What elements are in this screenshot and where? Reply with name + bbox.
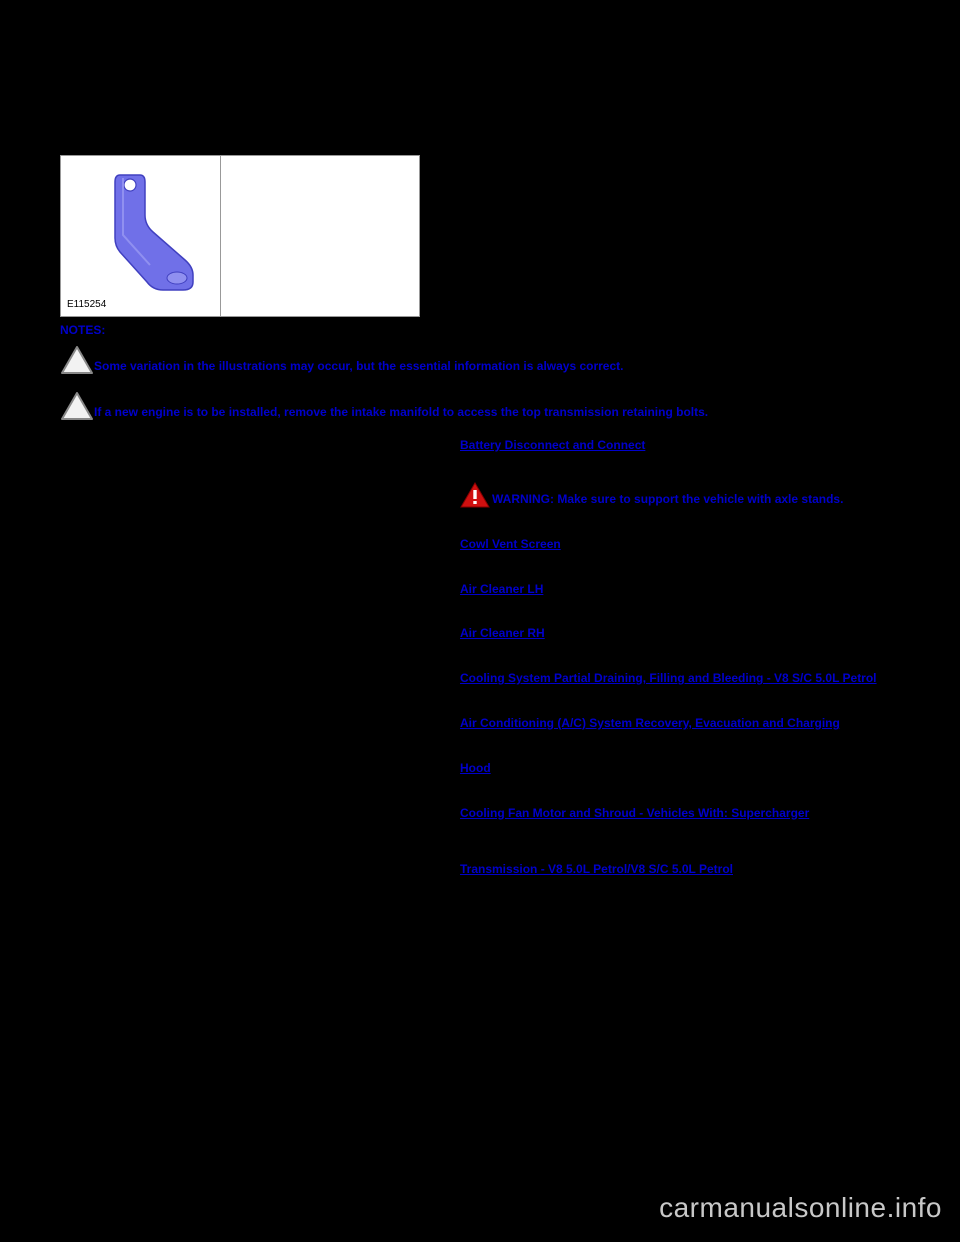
step-item: Air Cleaner LH [460, 581, 900, 598]
watermark-text: carmanualsonline.info [659, 1192, 942, 1224]
reference-link[interactable]: Cooling System Partial Draining, Filling… [460, 671, 877, 685]
reference-link[interactable]: Air Cleaner LH [460, 582, 543, 596]
step-item: Air Conditioning (A/C) System Recovery, … [460, 715, 900, 732]
tool-image-cell: E115254 [61, 156, 221, 316]
step-item: Air Cleaner RH [460, 625, 900, 642]
tool-bracket-illustration [65, 160, 215, 310]
step-item: Battery Disconnect and Connect [460, 437, 900, 454]
reference-link[interactable]: Battery Disconnect and Connect [460, 438, 645, 452]
reference-link[interactable]: Cooling Fan Motor and Shroud - Vehicles … [460, 806, 809, 820]
note-item: Some variation in the illustrations may … [60, 345, 900, 375]
reference-link[interactable]: Transmission - V8 5.0L Petrol/V8 S/C 5.0… [460, 862, 733, 876]
note-text: Some variation in the illustrations may … [94, 358, 623, 375]
reference-link[interactable]: Cowl Vent Screen [460, 537, 561, 551]
reference-link[interactable]: Hood [460, 761, 491, 775]
step-item: Cowl Vent Screen [460, 536, 900, 553]
tool-description-cell [221, 156, 419, 316]
warning-text: WARNING: Make sure to support the vehicl… [492, 491, 843, 508]
step-item: Cooling System Partial Draining, Filling… [460, 670, 900, 687]
notes-heading: NOTES: [60, 323, 900, 337]
step-item: Transmission - V8 5.0L Petrol/V8 S/C 5.0… [460, 861, 900, 878]
reference-link[interactable]: Air Cleaner RH [460, 626, 545, 640]
step-item: Cooling Fan Motor and Shroud - Vehicles … [460, 805, 900, 822]
note-text: If a new engine is to be installed, remo… [94, 404, 708, 421]
caution-triangle-icon [60, 345, 94, 375]
page-content: E115254 NOTES: Some variation in the ill… [60, 155, 900, 906]
warning-triangle-icon [460, 482, 490, 508]
procedure-steps: Battery Disconnect and Connect WARNING: … [460, 437, 900, 878]
special-tool-table: E115254 [60, 155, 420, 317]
step-item: Hood [460, 760, 900, 777]
note-item: If a new engine is to be installed, remo… [60, 391, 900, 421]
tool-image-label: E115254 [67, 299, 106, 310]
caution-triangle-icon [60, 391, 94, 421]
reference-link[interactable]: Air Conditioning (A/C) System Recovery, … [460, 716, 840, 730]
step-item: WARNING: Make sure to support the vehicl… [460, 482, 900, 508]
